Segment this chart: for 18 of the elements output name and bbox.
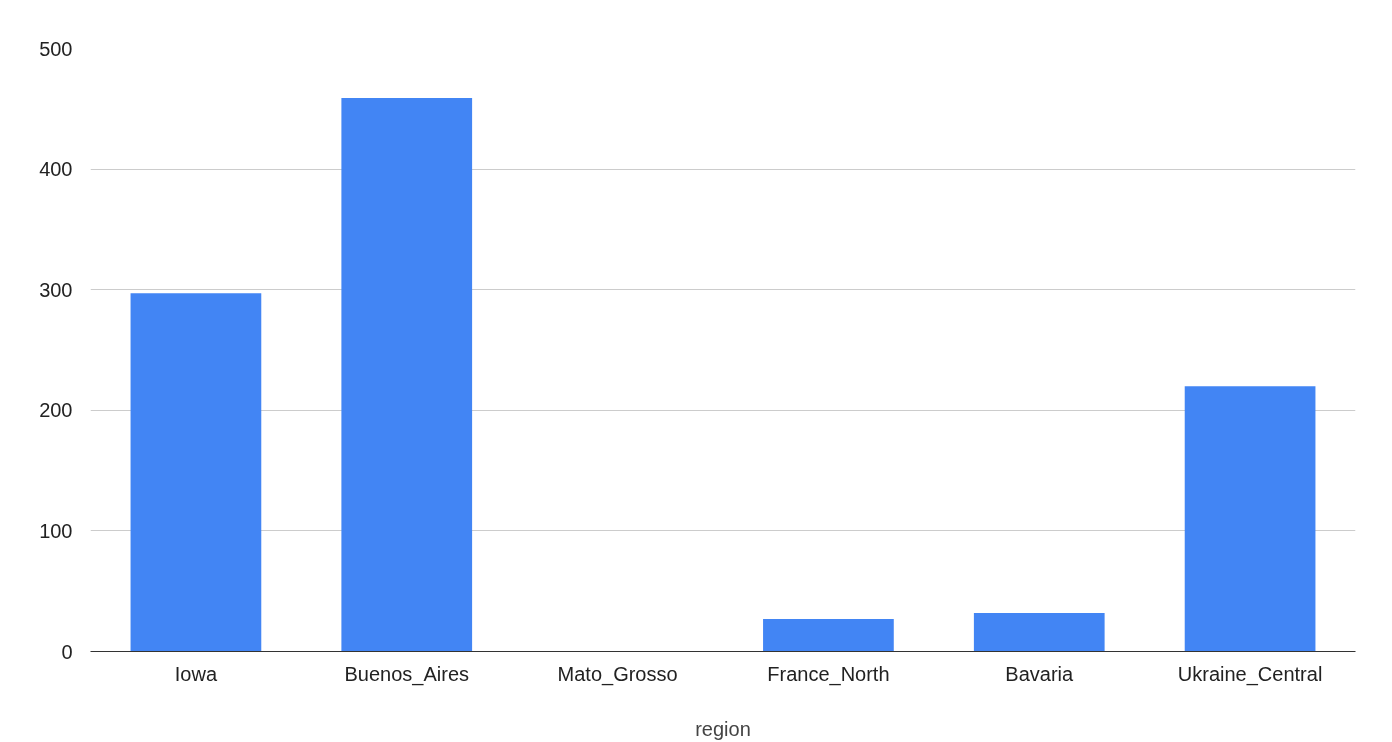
x-tick-label: Mato_Grosso — [557, 662, 678, 686]
y-tick-label: 300 — [39, 278, 73, 301]
x-tick-label: Buenos_Aires — [344, 662, 470, 686]
y-tick-label: 200 — [39, 399, 73, 422]
x-tick-label: Bavaria — [1005, 662, 1075, 685]
y-tick-label: 100 — [39, 519, 73, 542]
bar — [130, 293, 262, 652]
bar — [973, 612, 1105, 652]
bar — [763, 618, 894, 652]
y-tick-label: 400 — [39, 158, 73, 181]
x-tick-label: Iowa — [174, 662, 218, 685]
y-tick-label: 0 — [61, 640, 73, 663]
bar — [341, 97, 473, 652]
bar — [1184, 386, 1316, 652]
x-axis-title: region — [695, 717, 751, 740]
y-tick-label: 500 — [39, 37, 73, 60]
x-tick-label: Ukraine_Central — [1177, 662, 1323, 686]
x-tick-label: France_North — [767, 662, 890, 686]
